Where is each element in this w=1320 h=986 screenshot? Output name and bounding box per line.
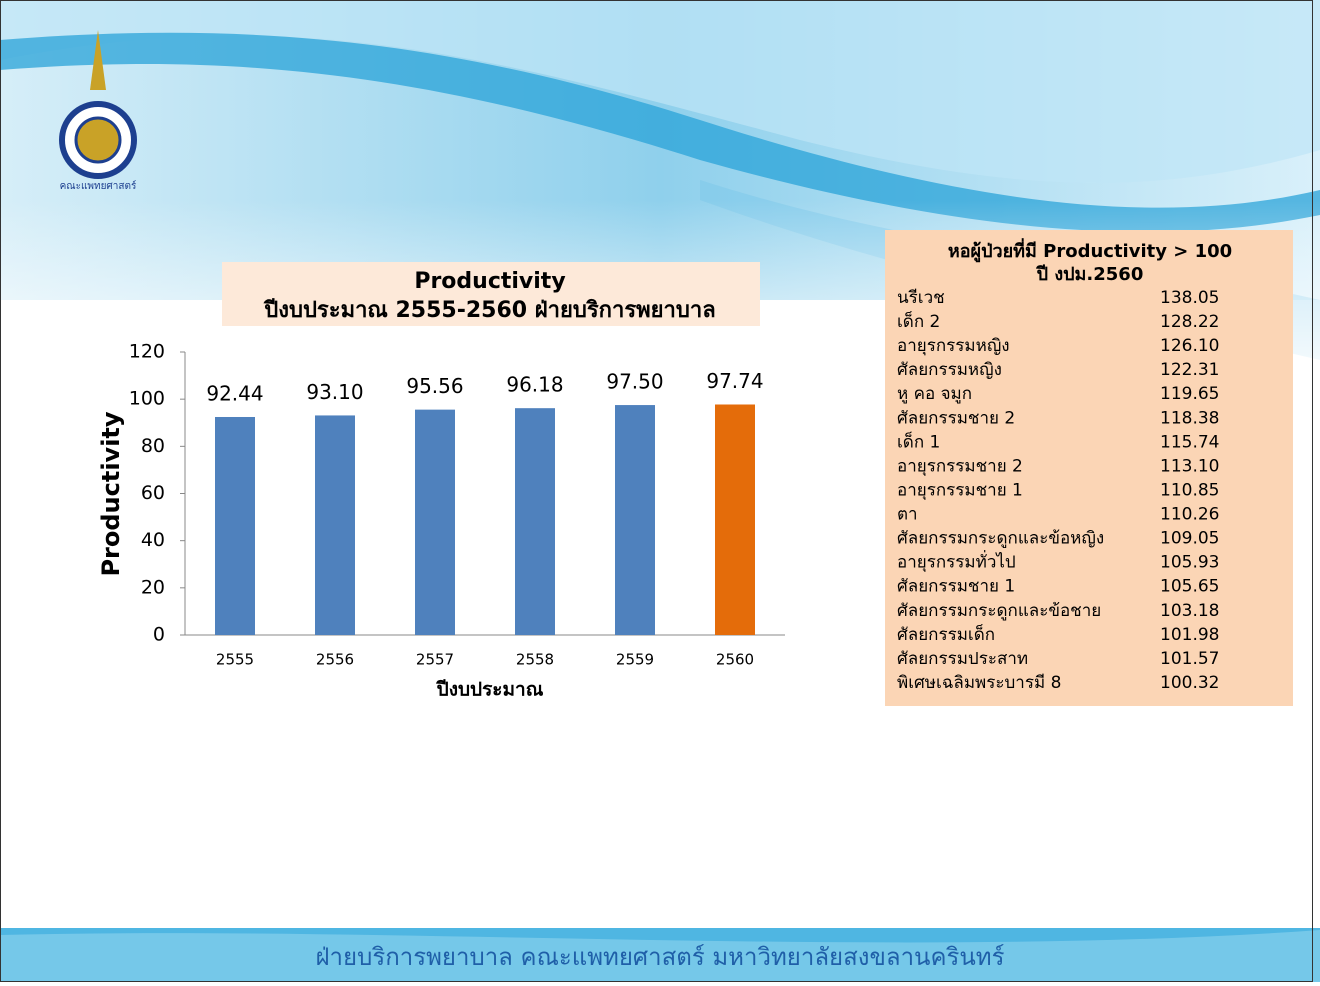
x-tick-label: 2555 — [216, 651, 254, 669]
y-tick-label: 120 — [129, 341, 165, 363]
ward-name: ศัลยกรรมเด็ก — [897, 623, 995, 645]
logo-text: คณะแพทยศาสตร์ — [60, 180, 137, 192]
page: {"chart_data": {"type": "bar", "title": … — [0, 0, 1320, 986]
slide: คณะแพทยศาสตร์ Productivity ปีงบประมาณ 25… — [0, 0, 1320, 982]
ward-value: 101.57 — [1160, 649, 1219, 669]
ward-value: 128.22 — [1160, 312, 1219, 332]
x-tick-label: 2557 — [416, 651, 454, 669]
y-tick-label: 40 — [141, 529, 165, 551]
x-tick-label: 2558 — [516, 651, 554, 669]
chart-title: Productivity — [414, 269, 565, 294]
ward-name: อายุรกรรมชาย 2 — [897, 456, 1023, 476]
ward-name: หู คอ จมูก — [897, 384, 972, 404]
ward-value: 100.32 — [1160, 673, 1219, 693]
ward-value: 126.10 — [1160, 336, 1219, 356]
chart-subtitle: ปีงบประมาณ 2555-2560 ฝ่ายบริการพยาบาล — [263, 298, 716, 323]
data-label: 97.74 — [706, 369, 763, 393]
ward-value: 110.85 — [1160, 480, 1219, 500]
ward-name: อายุรกรรมชาย 1 — [897, 480, 1023, 500]
bar — [715, 404, 755, 635]
ward-value: 138.05 — [1160, 288, 1219, 308]
y-tick-label: 0 — [153, 624, 165, 646]
ward-name: พิเศษเฉลิมพระบารมี 8 — [897, 673, 1061, 693]
bar — [215, 417, 255, 635]
ward-name: ศัลยกรรมประสาท — [897, 649, 1028, 669]
table-subtitle: ปี งปม.2560 — [1035, 264, 1143, 285]
ward-name: ศัลยกรรมชาย 1 — [897, 577, 1015, 597]
ward-value: 110.26 — [1160, 505, 1219, 525]
ward-value: 115.74 — [1160, 432, 1219, 452]
x-tick-label: 2560 — [716, 651, 754, 669]
x-tick-label: 2556 — [316, 651, 354, 669]
ward-name: ศัลยกรรมกระดูกและข้อชาย — [897, 601, 1101, 621]
x-axis-label: ปีงบประมาณ — [436, 679, 544, 701]
bar — [315, 415, 355, 635]
y-axis-label: Productivity — [97, 411, 125, 576]
ward-name: นรีเวช — [897, 288, 945, 308]
y-tick-label: 100 — [129, 388, 165, 410]
ward-name: เด็ก 1 — [897, 430, 940, 452]
ward-name: ศัลยกรรมกระดูกและข้อหญิง — [897, 529, 1104, 549]
x-tick-label: 2559 — [616, 651, 654, 669]
ward-value: 105.65 — [1160, 577, 1219, 597]
bar — [615, 405, 655, 635]
ward-value: 101.98 — [1160, 625, 1219, 645]
ward-name: เด็ก 2 — [897, 310, 940, 332]
data-label: 93.10 — [306, 380, 363, 404]
data-label: 97.50 — [606, 370, 663, 394]
footer-text: ฝ่ายบริการพยาบาล คณะแพทยศาสตร์ มหาวิทยาล… — [315, 943, 1004, 971]
data-label: 96.18 — [506, 373, 563, 397]
ward-name: อายุรกรรมทั่วไป — [897, 550, 1016, 573]
ward-value: 109.05 — [1160, 529, 1219, 549]
data-label: 95.56 — [406, 374, 463, 398]
ward-name: ตา — [897, 505, 918, 525]
ward-name: ศัลยกรรมชาย 2 — [897, 408, 1015, 428]
ward-name: อายุรกรรมหญิง — [897, 336, 1010, 356]
y-tick-label: 80 — [141, 435, 165, 457]
bar — [415, 410, 455, 635]
y-tick-label: 60 — [141, 482, 165, 504]
ward-value: 122.31 — [1160, 360, 1219, 380]
ward-value: 113.10 — [1160, 456, 1219, 476]
y-tick-label: 20 — [141, 576, 165, 598]
ward-name: ศัลยกรรมหญิง — [897, 360, 1002, 380]
ward-value: 105.93 — [1160, 553, 1219, 573]
data-label: 92.44 — [206, 381, 263, 405]
ward-value: 103.18 — [1160, 601, 1219, 621]
ward-value: 118.38 — [1160, 408, 1219, 428]
ward-value: 119.65 — [1160, 384, 1219, 404]
bar — [515, 408, 555, 635]
table-title: หอผู้ป่วยที่มี Productivity > 100 — [948, 238, 1232, 263]
